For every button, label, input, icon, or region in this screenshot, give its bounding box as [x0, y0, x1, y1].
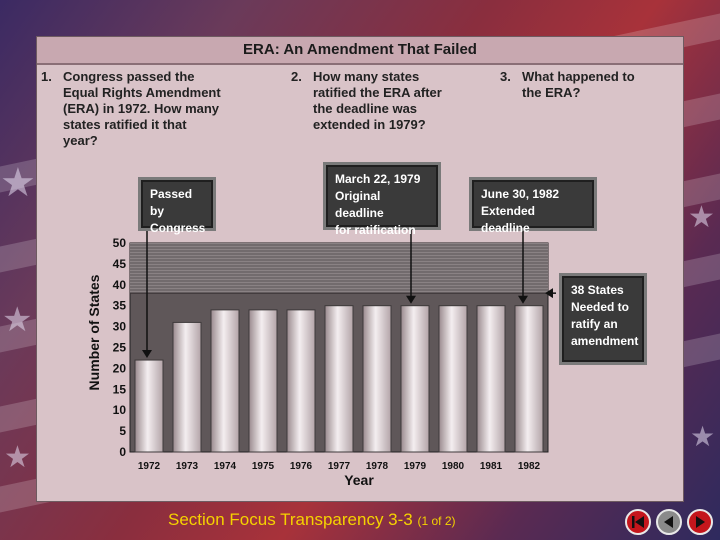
x-tick-labels: 1972 1973 1974 1975 1976 1977 1978 1979 1980 1981…: [138, 461, 541, 472]
first-slide-button[interactable]: [625, 509, 651, 535]
page-title: ERA: An Amendment That Failed: [243, 41, 477, 58]
star-icon: ★: [4, 440, 31, 475]
y-tick-label: 0: [119, 445, 126, 459]
bar: [286, 309, 316, 453]
arrow-extended-deadline-head: [518, 295, 528, 304]
x-tick-label: 1977: [328, 461, 351, 472]
previous-slide-icon: [664, 516, 673, 528]
bar: [362, 305, 392, 453]
x-tick-label: 1982: [518, 461, 541, 472]
y-axis-label: Number of States: [86, 274, 102, 390]
bar: [400, 305, 430, 453]
next-slide-icon: [696, 516, 705, 528]
y-tick-label: 15: [113, 382, 127, 396]
question-1: 1. Congress passed the Equal Rights Amen…: [41, 69, 271, 151]
y-tick-label: 45: [113, 257, 127, 271]
star-icon: ★: [688, 200, 715, 235]
question-text: Congress passed the Equal Rights Amendme…: [63, 69, 221, 148]
axis-labels: Year Number of States: [86, 274, 374, 488]
y-tick-label: 10: [113, 403, 127, 417]
callout-38-states: 38 States Needed to ratify an amendment: [562, 276, 644, 362]
bar: [210, 309, 240, 453]
question-number: 2.: [291, 69, 302, 84]
x-tick-label: 1979: [404, 461, 427, 472]
x-tick-label: 1980: [442, 461, 465, 472]
star-icon: ★: [2, 300, 33, 340]
star-icon: ★: [0, 160, 36, 206]
arrow-original-deadline-head: [406, 295, 416, 304]
callout-arrows: [142, 228, 556, 359]
footer-main: Section Focus Transparency 3-3: [168, 510, 413, 529]
y-tick-label: 20: [113, 361, 127, 375]
next-slide-button[interactable]: [687, 509, 713, 535]
footer-subtitle: (1 of 2): [417, 514, 456, 528]
question-text: What happened to the ERA?: [522, 69, 635, 100]
x-tick-label: 1981: [480, 461, 503, 472]
star-icon: ★: [690, 420, 716, 453]
y-tick-label: 30: [113, 320, 127, 334]
callout-original-deadline: March 22, 1979 Original deadline for rat…: [326, 165, 438, 237]
y-tick-label: 5: [119, 424, 126, 438]
question-number: 3.: [500, 69, 511, 84]
y-tick-label: 25: [113, 341, 127, 355]
x-axis-label: Year: [344, 472, 374, 488]
title-bar: ERA: An Amendment That Failed: [37, 37, 683, 65]
bar: [476, 305, 506, 453]
first-slide-icon: [632, 516, 644, 528]
x-tick-label: 1973: [176, 461, 199, 472]
question-text: How many states ratified the ERA after t…: [313, 69, 442, 132]
bar: [438, 305, 468, 453]
bar: [172, 321, 202, 453]
y-tick-label: 40: [113, 278, 127, 292]
x-tick-label: 1978: [366, 461, 389, 472]
question-3: 3. What happened to the ERA?: [500, 69, 680, 103]
region-above-38: [130, 243, 548, 294]
x-tick-label: 1974: [214, 461, 237, 472]
question-number: 1.: [41, 69, 52, 84]
x-tick-label: 1972: [138, 461, 161, 472]
bar: [248, 309, 278, 453]
callout-extended-deadline: June 30, 1982 Extended deadline: [472, 180, 594, 235]
callout-passed-by-congress: Passed by Congress: [141, 180, 213, 235]
arrow-38-head: [545, 288, 553, 299]
bars: [134, 305, 544, 453]
x-tick-label: 1976: [290, 461, 313, 472]
y-tick-label: 50: [113, 236, 127, 250]
bar: [514, 305, 544, 453]
bar: [324, 305, 354, 453]
arrow-passed-head: [142, 350, 152, 359]
y-tick-label: 35: [113, 299, 127, 313]
y-tick-labels: 0 5 10 15 20 25 30 35 40 45 50: [113, 236, 127, 459]
bar: [134, 359, 164, 453]
footer-title: Section Focus Transparency 3-3 (1 of 2): [168, 510, 455, 530]
x-tick-label: 1975: [252, 461, 275, 472]
previous-slide-button[interactable]: [656, 509, 682, 535]
question-2: 2. How many states ratified the ERA afte…: [291, 69, 491, 135]
